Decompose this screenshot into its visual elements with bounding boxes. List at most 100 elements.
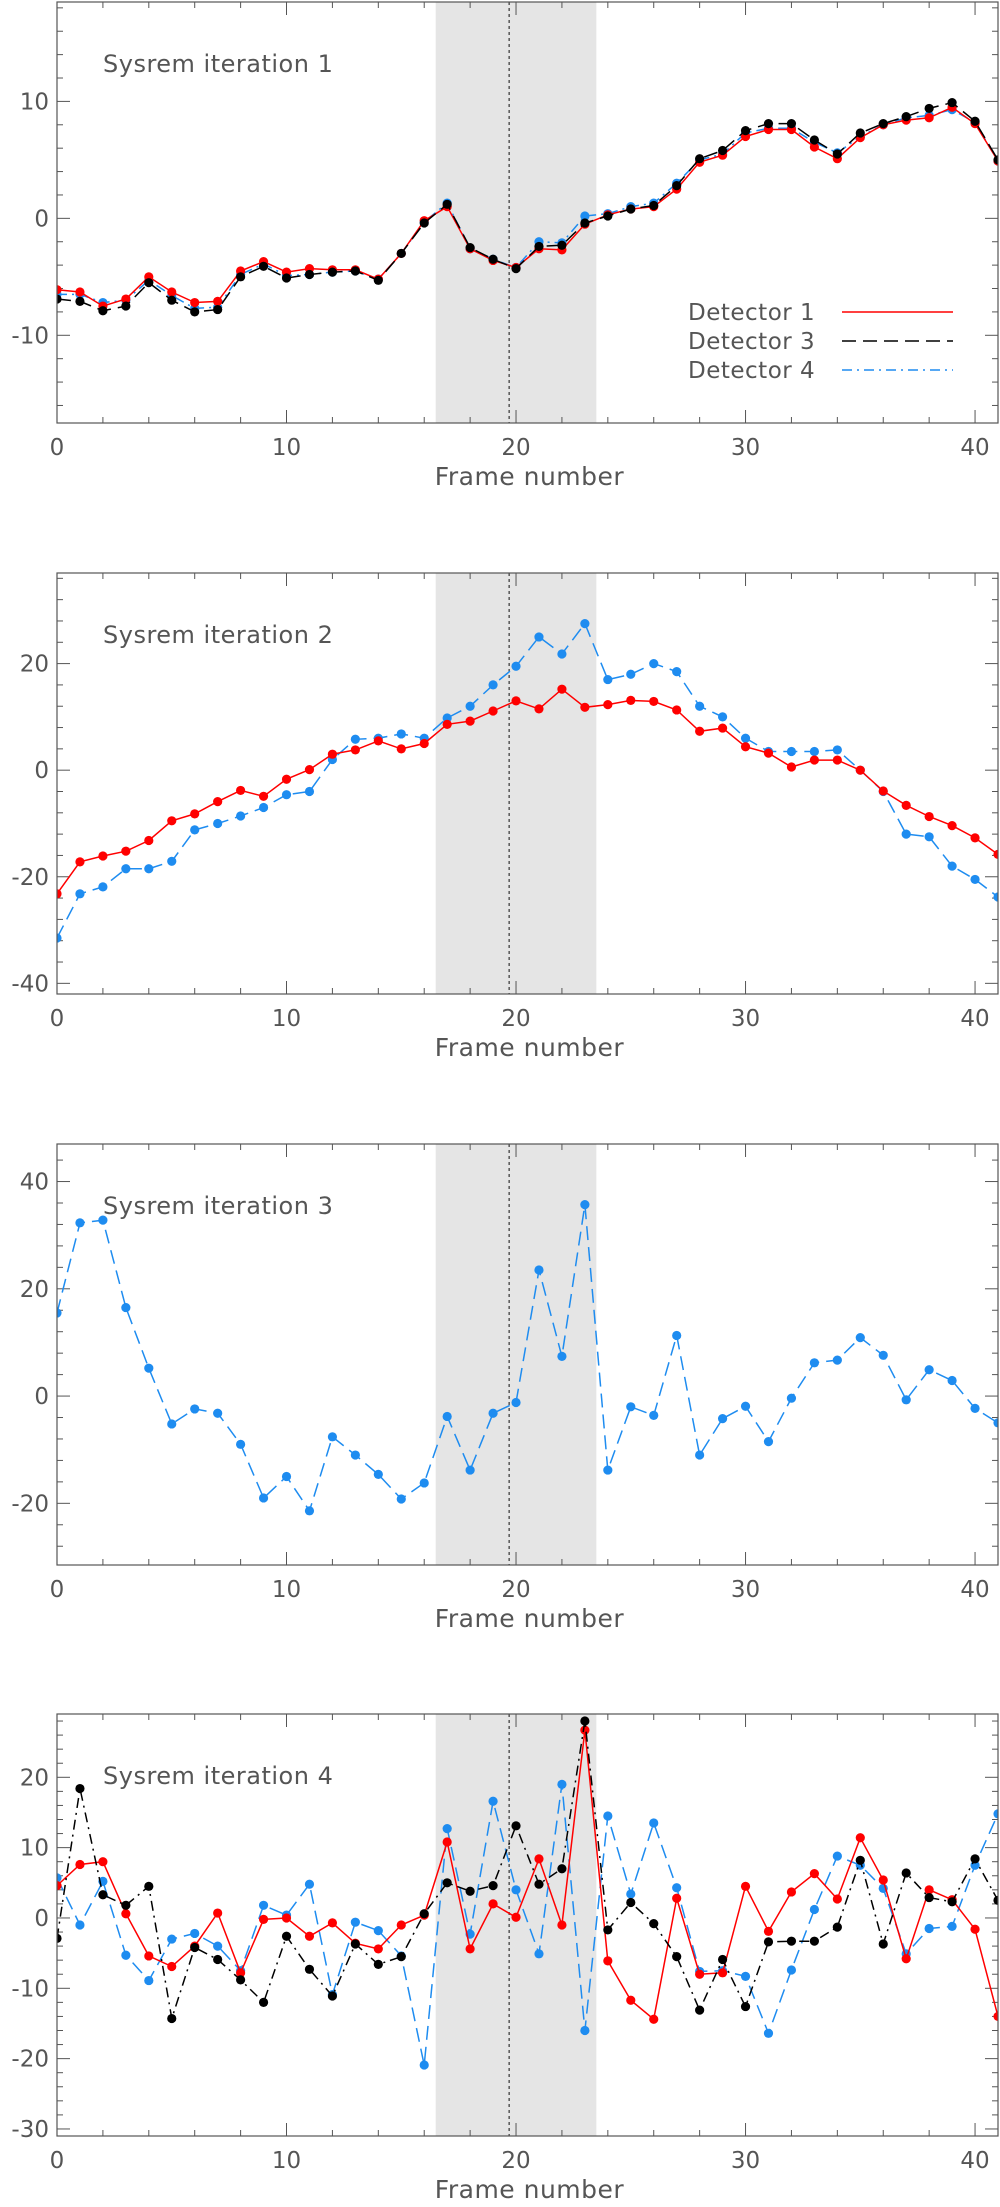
data-point-detector-3 xyxy=(809,1936,819,1946)
data-point-detector-3 xyxy=(327,1991,338,2001)
data-point-detector-4 xyxy=(190,1404,200,1414)
data-point-detector-4 xyxy=(442,713,452,723)
data-point-detector-4 xyxy=(121,1302,131,1313)
data-point-detector-4 xyxy=(580,211,590,221)
data-point-detector-4 xyxy=(190,825,200,835)
data-point-detector-4 xyxy=(832,745,842,755)
data-point-detector-4 xyxy=(57,1308,62,1318)
data-point-detector-4 xyxy=(672,1330,682,1341)
y-tick-label: 10 xyxy=(20,1836,49,1862)
data-point-detector-4 xyxy=(419,2060,429,2070)
data-point-detector-4 xyxy=(281,1471,292,1482)
x-tick-label: 20 xyxy=(501,2148,530,2174)
data-point-detector-3 xyxy=(304,1964,315,1974)
data-point-detector-4 xyxy=(304,1879,315,1889)
data-point-detector-1 xyxy=(167,287,177,297)
data-point-detector-1 xyxy=(258,1914,269,1924)
data-point-detector-1 xyxy=(213,296,223,306)
data-point-detector-3 xyxy=(580,218,590,228)
data-point-detector-3 xyxy=(924,1892,934,1903)
plot-area xyxy=(57,619,998,943)
y-tick-label: 20 xyxy=(20,1765,49,1791)
data-point-detector-1 xyxy=(855,765,865,775)
data-point-detector-4 xyxy=(947,1375,957,1386)
data-point-detector-3 xyxy=(603,211,613,221)
data-point-detector-4 xyxy=(557,649,567,659)
data-point-detector-1 xyxy=(534,1854,544,1864)
y-tick-label: -20 xyxy=(11,865,49,891)
shaded-region xyxy=(435,2,597,423)
data-point-detector-1 xyxy=(717,1968,728,1978)
plot-frame xyxy=(56,1143,999,1566)
data-point-detector-3 xyxy=(511,1821,521,1831)
data-point-detector-1 xyxy=(75,1859,85,1870)
data-point-detector-3 xyxy=(947,1897,957,1907)
data-point-detector-3 xyxy=(901,1868,911,1878)
data-point-detector-4 xyxy=(511,1885,521,1895)
data-point-detector-1 xyxy=(763,748,774,758)
data-point-detector-4 xyxy=(465,701,475,711)
x-axis-label: Frame number xyxy=(435,1033,625,1062)
data-point-detector-3 xyxy=(557,1864,567,1874)
plot-area xyxy=(57,97,998,317)
data-point-detector-3 xyxy=(855,128,865,138)
y-tick-label: -40 xyxy=(11,971,49,997)
plot-frame xyxy=(56,1713,999,2137)
data-point-detector-3 xyxy=(57,294,62,304)
data-point-detector-1 xyxy=(75,857,85,867)
data-point-detector-4 xyxy=(373,1469,383,1479)
legend-label: Detector 3 xyxy=(688,329,815,355)
data-point-detector-4 xyxy=(580,619,590,629)
data-point-detector-1 xyxy=(786,1887,797,1897)
data-point-detector-1 xyxy=(993,2011,998,2022)
data-point-detector-3 xyxy=(809,135,819,145)
x-tick-label: 10 xyxy=(272,1006,301,1032)
data-point-detector-4 xyxy=(649,1410,659,1420)
data-point-detector-1 xyxy=(924,1885,934,1895)
data-point-detector-1 xyxy=(855,1833,865,1843)
data-point-detector-4 xyxy=(557,1779,567,1789)
data-point-detector-3 xyxy=(304,269,315,280)
data-point-detector-4 xyxy=(144,864,154,874)
x-tick-label: 20 xyxy=(501,1006,530,1032)
data-point-detector-4 xyxy=(924,1365,934,1375)
data-point-detector-4 xyxy=(350,1917,360,1927)
data-point-detector-4 xyxy=(786,746,797,757)
data-point-detector-1 xyxy=(327,1918,338,1928)
x-tick-label: 30 xyxy=(731,1577,760,1603)
data-point-detector-3 xyxy=(534,241,544,252)
data-point-detector-4 xyxy=(442,1411,452,1422)
data-point-detector-1 xyxy=(809,1869,819,1879)
y-tick-label: -20 xyxy=(11,1491,49,1517)
data-point-detector-1 xyxy=(281,774,292,784)
data-point-detector-1 xyxy=(190,809,200,819)
data-point-detector-1 xyxy=(396,1920,406,1930)
data-point-detector-4 xyxy=(236,1439,246,1449)
panel-3: 0 10 20 30 40 -20 0 20 40 Sysrem iteration 3 Frame… xyxy=(11,1143,999,1633)
data-point-detector-4 xyxy=(236,811,246,821)
data-point-detector-4 xyxy=(57,1873,62,1883)
data-point-detector-1 xyxy=(901,800,911,810)
data-point-detector-4 xyxy=(511,661,521,671)
data-point-detector-3 xyxy=(121,301,131,311)
data-point-detector-3 xyxy=(878,1939,888,1949)
data-point-detector-3 xyxy=(121,1900,131,1910)
panel-title: Sysrem iteration 2 xyxy=(103,621,333,649)
data-point-detector-4 xyxy=(75,1218,85,1228)
shaded-region xyxy=(435,573,597,994)
data-point-detector-1 xyxy=(672,705,682,715)
data-point-detector-4 xyxy=(75,1920,85,1930)
data-point-detector-4 xyxy=(649,1818,659,1828)
x-axis-label: Frame number xyxy=(435,2175,625,2204)
data-point-detector-1 xyxy=(878,786,888,796)
x-tick-label: 0 xyxy=(50,435,65,461)
data-point-detector-4 xyxy=(970,1403,980,1413)
data-point-detector-1 xyxy=(281,1913,292,1923)
data-point-detector-3 xyxy=(855,1855,865,1865)
data-point-detector-3 xyxy=(442,199,452,209)
data-point-detector-1 xyxy=(603,700,613,710)
data-point-detector-3 xyxy=(626,204,636,214)
data-point-detector-4 xyxy=(534,632,544,642)
data-point-detector-1 xyxy=(213,1908,223,1918)
data-point-detector-1 xyxy=(236,1968,246,1978)
